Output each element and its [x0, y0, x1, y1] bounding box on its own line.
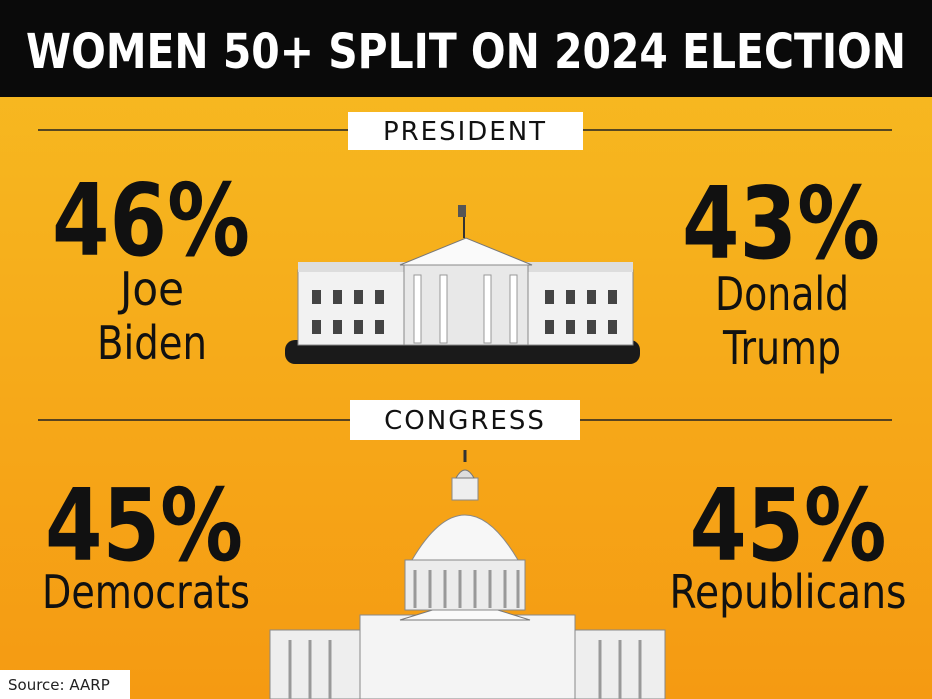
- candidate: Biden: [97, 316, 207, 370]
- title: WOMEN 50+ SPLIT ON 2024 ELECTION: [26, 24, 906, 80]
- candidate: Joe: [117, 262, 184, 316]
- party: Republicans: [670, 565, 907, 619]
- source-box: [0, 670, 130, 699]
- section-label: PRESIDENT: [383, 117, 547, 147]
- header-bar: [0, 0, 932, 97]
- section-label: CONGRESS: [384, 406, 546, 436]
- candidate: Trump: [722, 321, 841, 375]
- section-label-box: [348, 112, 583, 150]
- candidate: Donald: [715, 267, 849, 321]
- capitol: [269, 450, 666, 699]
- section-label-box: [350, 400, 580, 440]
- white-house: [285, 205, 640, 364]
- percent: 46%: [52, 162, 250, 279]
- percent: 45%: [45, 467, 243, 584]
- percent: 43%: [682, 165, 880, 282]
- party: Democrats: [42, 565, 250, 619]
- source: Source: AARP: [8, 676, 110, 694]
- percent: 45%: [690, 467, 887, 584]
